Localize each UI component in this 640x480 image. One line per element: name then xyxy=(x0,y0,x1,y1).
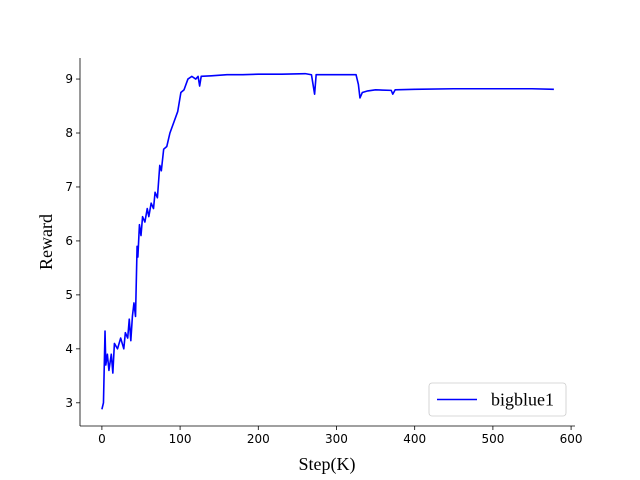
y-axis-label: Reward xyxy=(36,214,56,270)
y-tick-label: 4 xyxy=(65,342,73,356)
x-tick-label: 200 xyxy=(247,432,270,446)
x-axis-label: Step(K) xyxy=(299,454,356,475)
x-tick-label: 600 xyxy=(560,432,583,446)
x-tick-label: 500 xyxy=(481,432,504,446)
legend-label: bigblue1 xyxy=(491,390,554,410)
x-tick-label: 400 xyxy=(403,432,426,446)
y-tick-label: 5 xyxy=(65,288,73,302)
legend-box xyxy=(428,382,567,417)
y-tick-label: 7 xyxy=(65,180,73,194)
y-tick-label: 6 xyxy=(65,234,73,248)
x-tick-label: 300 xyxy=(325,432,348,446)
y-tick-label: 8 xyxy=(65,126,73,140)
y-tick-label: 9 xyxy=(65,72,73,86)
x-tick-label: 100 xyxy=(169,432,192,446)
x-tick-label: 0 xyxy=(98,432,106,446)
line-series xyxy=(101,72,554,410)
y-tick-label: 3 xyxy=(65,396,73,410)
